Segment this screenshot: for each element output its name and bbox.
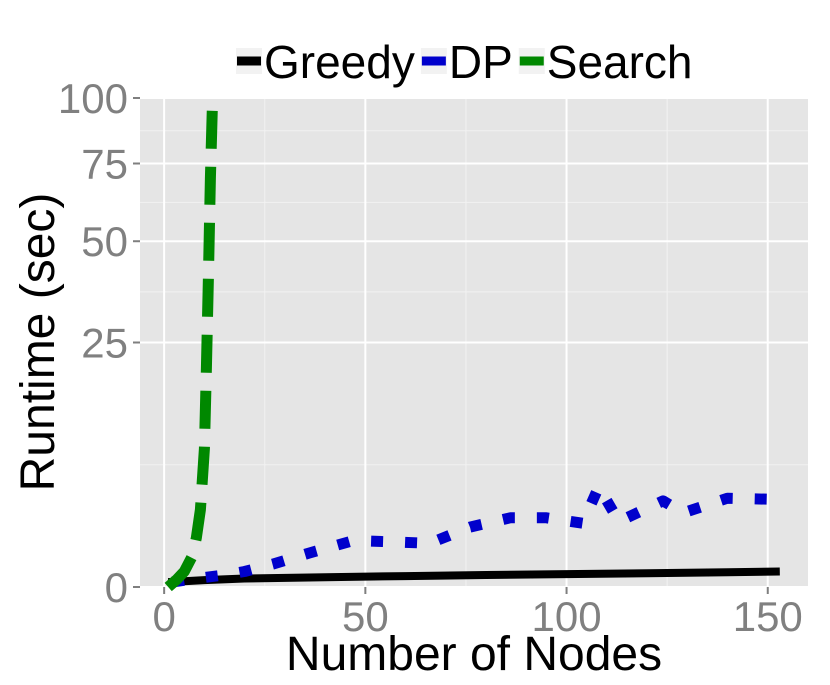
y-tick-label: 75 [81, 141, 128, 188]
x-tick-label: 150 [733, 593, 803, 640]
y-tick-label: 25 [81, 320, 128, 367]
x-tick-label: 50 [342, 593, 389, 640]
series-line-greedy [167, 567, 780, 587]
legend-label-search: Search [547, 36, 693, 88]
series-line-dp [171, 481, 780, 588]
major-gridlines [140, 97, 808, 588]
y-tick-label: 0 [105, 564, 128, 611]
legend-label-greedy: Greedy [264, 36, 415, 88]
legend: Greedy DP Search [236, 36, 693, 88]
y-axis-ticks: 0 25 50 75 100 [58, 75, 140, 611]
x-tick-label: 100 [532, 593, 602, 640]
series-line-search [164, 105, 218, 592]
series-layer [164, 105, 780, 592]
x-axis-ticks: 0 50 100 150 [152, 587, 803, 640]
x-axis-title: Number of Nodes [286, 628, 662, 681]
y-tick-label: 100 [58, 75, 128, 122]
y-axis-title: Runtime (sec) [12, 193, 65, 492]
legend-label-dp: DP [449, 36, 513, 88]
x-tick-label: 0 [152, 593, 175, 640]
y-tick-label: 50 [81, 218, 128, 265]
